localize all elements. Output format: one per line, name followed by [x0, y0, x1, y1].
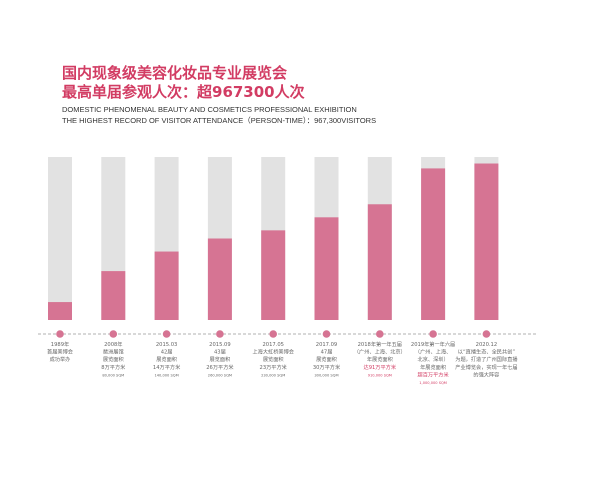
timeline-label: 北京、深圳） — [418, 355, 449, 363]
timeline-label: 上海大虹桥美博会 — [252, 348, 294, 356]
bar — [314, 217, 339, 320]
bar — [207, 238, 232, 320]
timeline-label: 超百万平方米 — [418, 370, 450, 378]
timeline-dot — [109, 330, 118, 338]
timeline-label: （广州、上海、 — [415, 348, 451, 356]
timeline-label: 2008年 — [104, 340, 122, 348]
timeline-dot — [482, 330, 491, 338]
bar — [101, 271, 126, 320]
timeline-label: 展览面积 — [210, 355, 231, 363]
bar — [474, 163, 499, 320]
timeline-label: 展览面积 — [263, 355, 284, 363]
timeline-label: 2017.09 — [316, 342, 337, 348]
timeline-label: 300,000 SQM — [314, 373, 338, 377]
timeline-label: 产业博览会，实现一年七届 — [455, 363, 517, 371]
timeline-label: 展览面积 — [156, 355, 177, 363]
bar — [421, 168, 446, 320]
timeline-label: 910,000 SQM — [368, 373, 392, 377]
timeline-label: 8万平方米 — [101, 363, 126, 371]
timeline-dot — [56, 330, 64, 338]
timeline-label: 2015.09 — [209, 342, 230, 348]
bar — [367, 204, 392, 320]
timeline-dot — [322, 330, 331, 338]
timeline-label: 140,000 SQM — [154, 373, 178, 377]
timeline-label: 1989年 — [51, 340, 69, 348]
timeline-dot — [429, 330, 437, 338]
timeline-label: 琶洲展馆 — [103, 348, 124, 356]
timeline-label: 2017.05 — [262, 342, 283, 348]
timeline-label: 展览面积 — [316, 355, 337, 363]
subtitle-line-1: DOMESTIC PHENOMENAL BEAUTY AND COSMETICS… — [62, 105, 357, 114]
bar — [48, 302, 72, 320]
timeline-label: （广州、上海、北京） — [354, 348, 406, 356]
timeline-label: 26万平方米 — [206, 363, 234, 371]
timeline-label: 260,000 SQM — [208, 373, 232, 377]
timeline-label: 2015.03 — [156, 342, 177, 348]
timeline-label: 以“直播生态、全民共创” — [458, 348, 516, 356]
timeline-label: 42届 — [161, 349, 173, 356]
timeline-label: 的强大阵容 — [473, 370, 499, 378]
header: 国内现象级美容化妆品专业展览会 最高单届参观人次：超967300人次 DOMES… — [62, 64, 376, 126]
timeline-dot — [376, 330, 384, 338]
timeline-label: 首届美博会 — [47, 348, 73, 356]
timeline-label: 成功举办 — [50, 355, 71, 363]
title-line-2: 最高单届参观人次：超967300人次 — [62, 83, 305, 101]
timeline-label: 达91万平方米 — [364, 363, 397, 371]
bar-background — [48, 157, 72, 320]
timeline-dot — [162, 330, 171, 338]
timeline-label: 30万平方米 — [313, 363, 341, 371]
timeline-label: 2020.12 — [476, 342, 497, 348]
timeline-dot — [216, 330, 224, 338]
bar — [154, 251, 179, 320]
timeline-label: 47届 — [321, 349, 333, 356]
timeline-dot — [269, 330, 278, 338]
timeline-label: 230,000 SQM — [261, 373, 285, 377]
title-line-1: 国内现象级美容化妆品专业展览会 — [62, 64, 288, 82]
timeline-label: 为题，打造了广州国际直播 — [455, 355, 518, 363]
timeline-label: 1,000,000 SQM — [419, 381, 447, 385]
timeline-label: 年展览面积 — [367, 355, 393, 363]
timeline-label: 80,000 SQM — [102, 373, 124, 377]
timeline-label: 14万平方米 — [153, 363, 181, 371]
timeline-label: 2019年第一年六届 — [411, 340, 455, 348]
timeline-label: 年展览面积 — [420, 363, 446, 371]
timeline-label: 展览面积 — [103, 355, 124, 363]
timeline-label: 23万平方米 — [260, 363, 288, 371]
bar — [261, 230, 286, 320]
subtitle-line-2: THE HIGHEST RECORD OF VISITOR ATTENDANCE… — [62, 116, 377, 125]
timeline-label: 43届 — [214, 349, 226, 356]
timeline-label: 2018年第一年五届 — [358, 340, 402, 348]
